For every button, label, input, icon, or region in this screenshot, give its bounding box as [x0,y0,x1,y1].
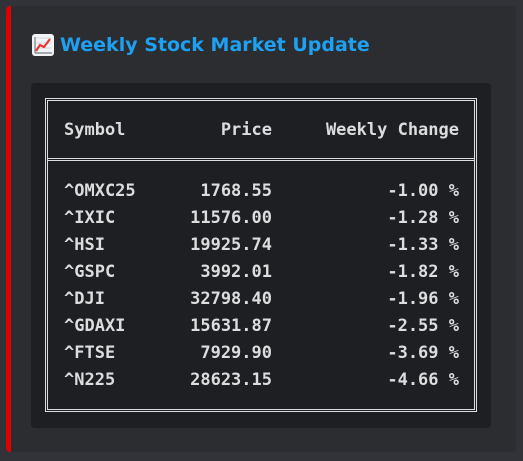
cell-symbol: ^GSPC [64,262,116,282]
cell-weekly-change: -1.00 % [387,181,459,201]
table-row: ^GDAXI 15631.87 -2.55 % [64,313,459,340]
ascii-table: Symbol Price Weekly Change ^OMXC25 1768.… [45,98,477,412]
cell-symbol: ^DJI [64,289,105,309]
embed-card: Weekly Stock Market Update Symbol Price … [6,6,516,452]
cell-weekly-change: -1.28 % [387,208,459,228]
cell-weekly-change: -1.82 % [387,262,459,282]
cell-price: 1768.55 [200,181,272,201]
cell-price: 19925.74 [190,235,272,255]
cell-symbol: ^OMXC25 [64,181,136,201]
table-row: ^N225 28623.15 -4.66 % [64,367,459,394]
cell-symbol: ^N225 [64,370,116,390]
table-row: ^IXIC 11576.00 -1.28 % [64,205,459,232]
table-header-row: Symbol Price Weekly Change [64,120,459,140]
code-block: Symbol Price Weekly Change ^OMXC25 1768.… [31,83,491,428]
cell-price: 3992.01 [200,262,272,282]
embed-accent-bar [6,6,11,452]
cell-symbol: ^FTSE [64,343,116,363]
cell-price: 32798.40 [190,289,272,309]
cell-weekly-change: -3.69 % [387,343,459,363]
cell-symbol: ^IXIC [64,208,116,228]
table-row: ^DJI 32798.40 -1.96 % [64,286,459,313]
header-weekly-change: Weekly Change [325,120,459,140]
header-symbol: Symbol [64,120,126,140]
cell-price: 28623.15 [190,370,272,390]
cell-symbol: ^GDAXI [64,316,126,336]
header-price: Price [220,120,272,140]
table-body: ^OMXC25 1768.55 -1.00 % ^IXIC 11576.00 -… [64,178,459,394]
table-row: ^HSI 19925.74 -1.33 % [64,232,459,259]
cell-price: 7929.90 [200,343,272,363]
header-separator [48,158,474,161]
table-row: ^GSPC 3992.01 -1.82 % [64,259,459,286]
cell-weekly-change: -1.33 % [387,235,459,255]
embed-title-row: Weekly Stock Market Update [32,34,370,56]
cell-price: 11576.00 [190,208,272,228]
table-border [45,98,477,412]
cell-weekly-change: -1.96 % [387,289,459,309]
embed-title-link[interactable]: Weekly Stock Market Update [60,34,370,56]
cell-price: 15631.87 [190,316,272,336]
table-row: ^FTSE 7929.90 -3.69 % [64,340,459,367]
cell-weekly-change: -4.66 % [387,370,459,390]
table-row: ^OMXC25 1768.55 -1.00 % [64,178,459,205]
chart-increasing-icon [32,34,54,56]
cell-symbol: ^HSI [64,235,105,255]
cell-weekly-change: -2.55 % [387,316,459,336]
